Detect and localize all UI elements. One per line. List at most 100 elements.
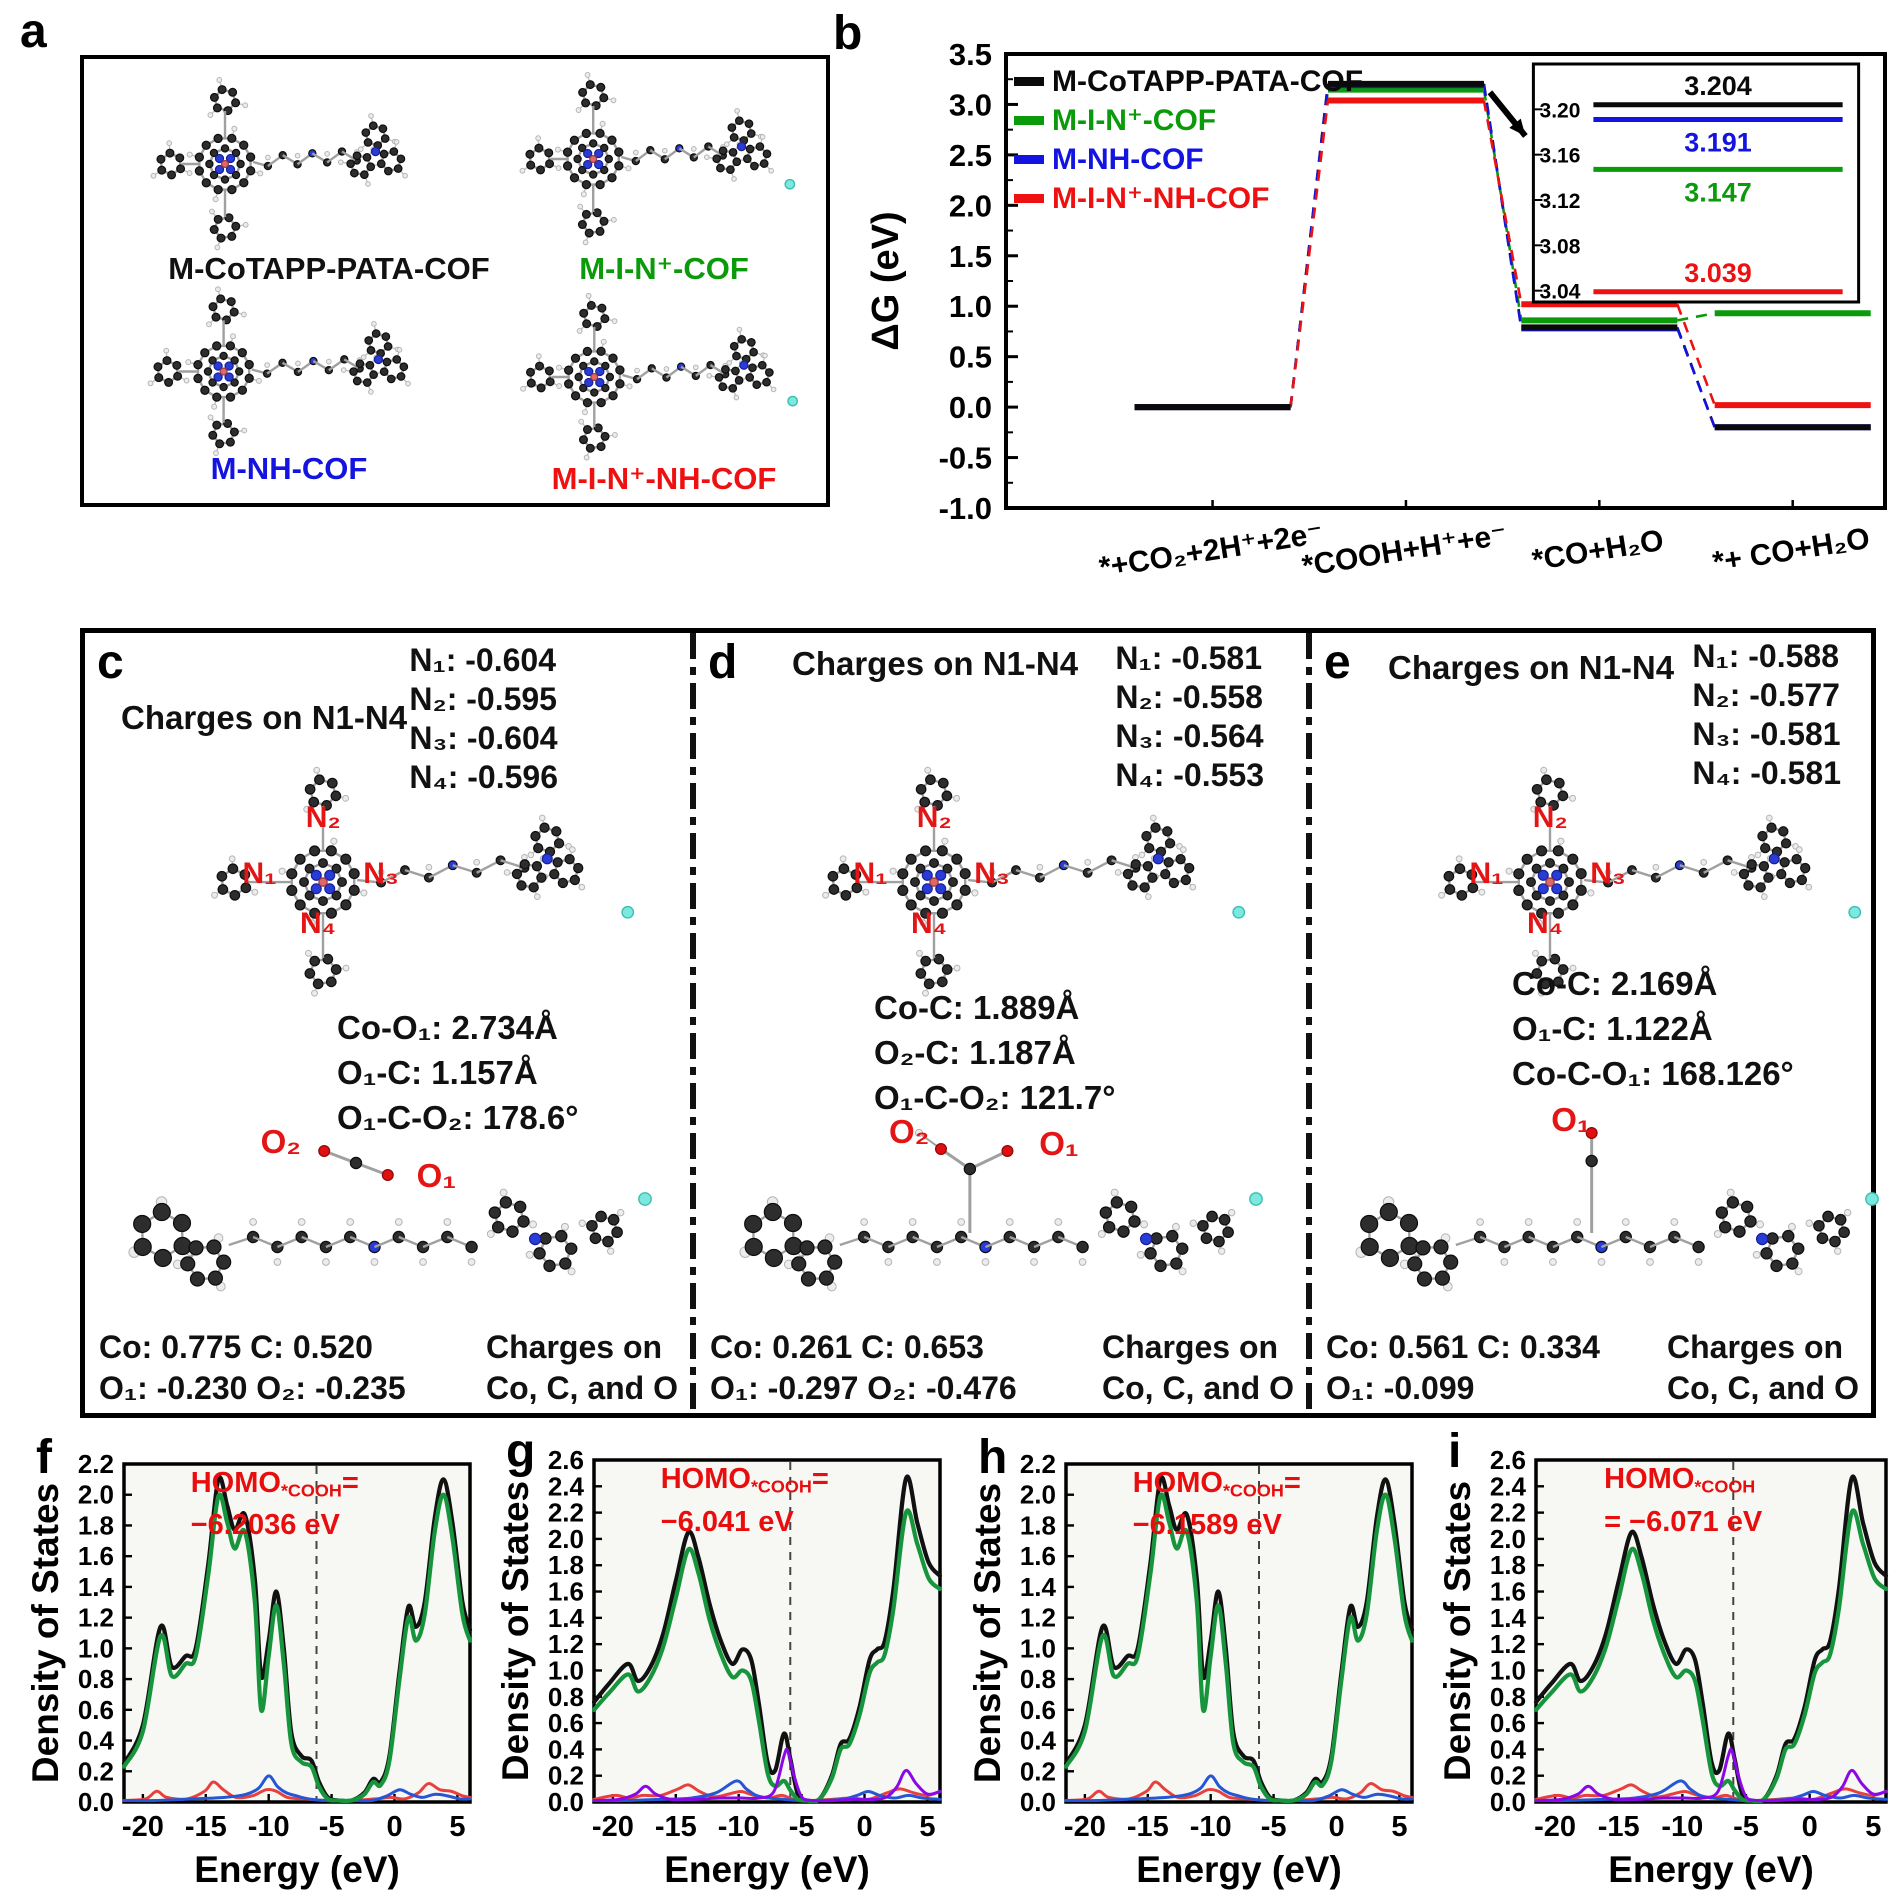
svg-text:1.6: 1.6 [78,1541,114,1571]
svg-text:-10: -10 [1661,1811,1703,1843]
bond-value: Co-C-O₁: 168.126° [1512,1055,1794,1092]
energy-legend: M-CoTAPP-PATA-COF M-I-N⁺-COF M-NH-COF M-I-N… [1014,62,1363,218]
svg-text:Density of States: Density of States [970,1483,1008,1783]
molecule-label: M-NH-COF [210,451,368,486]
svg-text:Density of States: Density of States [498,1481,536,1781]
svg-text:2.2: 2.2 [1490,1498,1526,1528]
co-c-o-charges: Co: 0.561 C: 0.334 O₁: -0.099 [1326,1329,1600,1406]
svg-text:0.0: 0.0 [1490,1787,1526,1817]
svg-text:-5: -5 [789,1811,815,1843]
svg-text:3.20: 3.20 [1540,99,1581,122]
svg-text:1.4: 1.4 [1490,1603,1527,1633]
svg-text:-15: -15 [1127,1811,1169,1843]
molecule-side-view: O₁ [1320,1101,1898,1321]
panel-letter-b: b [833,7,863,60]
homo-annotation: HOMO*COOH = −6.071 eV [1604,1463,1763,1538]
svg-text:-20: -20 [592,1811,634,1843]
svg-text:0.0: 0.0 [548,1787,584,1817]
svg-text:-20: -20 [1064,1811,1106,1843]
svg-text:2.2: 2.2 [78,1449,114,1479]
molecule-m-i-n-nh-cof [469,291,817,463]
svg-text:-20: -20 [122,1811,164,1843]
legend-swatch [1014,194,1044,203]
svg-text:1.8: 1.8 [1020,1510,1056,1540]
bond-value: O₁-C-O₂: 121.7° [874,1079,1116,1116]
panel-letter-a: a [20,5,47,58]
svg-text:3.08: 3.08 [1540,235,1581,258]
svg-text:1.6: 1.6 [548,1577,584,1607]
svg-text:3.12: 3.12 [1540,190,1581,213]
svg-text:1.0: 1.0 [1490,1655,1526,1685]
free-energy-diagram: 3.5 3.0 2.5 2.0 1.5 1.0 0.5 0.0 -0.5 -1.0 ΔG (eV) *… [856,22,1901,624]
n2-charge: N₂: -0.558 [1115,679,1263,715]
homo-annotation: HOMO*COOH= −6.2036 eV [190,1466,359,1542]
svg-text:0.8: 0.8 [1020,1664,1056,1694]
n2-charge: N₂: -0.577 [1692,677,1840,713]
svg-text:0: 0 [856,1811,872,1843]
co-c-o-charges: Co: 0.775 C: 0.520 O₁: -0.230 O₂: -0.235 [99,1329,406,1406]
charges-n-heading: Charges on N1-N4 [1388,649,1675,686]
molecule-m-cotapp-pata-cof [99,74,449,254]
panel-letter-h: h [978,1431,1008,1484]
svg-text:0.6: 0.6 [1490,1708,1526,1738]
svg-text:3.0: 3.0 [949,87,992,122]
svg-text:5: 5 [1391,1811,1407,1843]
homo-annotation: HOMO*COOH= −6.1589 eV [1132,1466,1301,1542]
svg-text:1.2: 1.2 [548,1629,584,1659]
bond-measurements: Co-O₁: 2.734Å O₁-C: 1.157Å O₁-C-O₂: 178.… [337,1005,578,1140]
molecule-side-view: O₂ O₁ [93,1121,671,1321]
svg-text:2.0: 2.0 [78,1480,114,1510]
svg-text:-10: -10 [248,1811,290,1843]
charges-caption: Charges on Co, C, and O [486,1329,678,1406]
panel-divider [1306,633,1312,1413]
panel-a-structures-box: M-CoTAPP-PATA-COF M-I-N⁺-COF M-NH-COF M-… [80,55,830,507]
panel-letter-i: i [1448,1425,1462,1478]
bond-value: O₁-C: 1.157Å [337,1054,538,1091]
n4-site-label: N₄ [911,907,947,941]
molecule-label: M-I-N⁺-NH-COF [551,461,777,496]
charges-n-heading: Charges on N1-N4 [792,645,1079,682]
dos-chart-i: HOMO*COOH = −6.071 eV 0.0 0.2 0.4 0.6 0.8 1.0… [1440,1444,1896,1896]
svg-text:0.6: 0.6 [548,1708,584,1738]
n4-site-label: N₄ [300,907,336,941]
svg-text:-5: -5 [1261,1811,1287,1843]
homo-annotation: HOMO*COOH= −6.041 eV [660,1463,829,1538]
n3-charge: N₃: -0.581 [1692,716,1841,752]
co-c-o-charges: Co: 0.261 C: 0.653 O₁: -0.297 O₂: -0.476 [710,1329,1017,1406]
svg-text:-15: -15 [185,1811,227,1843]
legend-swatch [1014,77,1044,86]
bond-measurements: Co-C: 1.889Å O₂-C: 1.187Å O₁-C-O₂: 121.7… [874,985,1115,1120]
legend-swatch [1014,155,1044,164]
panel-e: e Charges on N1-N4 N₁: -0.588 N₂: -0.577… [1312,633,1879,1413]
molecule-label: M-I-N⁺-COF [579,251,749,286]
n4-charge: N₄: -0.596 [409,759,558,795]
svg-text:0.5: 0.5 [949,340,992,375]
svg-text:-5: -5 [319,1811,345,1843]
svg-text:0.2: 0.2 [548,1761,584,1791]
svg-text:2.5: 2.5 [949,138,992,173]
legend-item: M-CoTAPP-PATA-COF [1014,62,1363,101]
svg-text:0.8: 0.8 [548,1682,584,1712]
n-charges-list: N₁: -0.581 N₂: -0.558 N₃: -0.564 N₄: -0.… [1115,639,1264,795]
svg-text:0.4: 0.4 [1490,1734,1527,1764]
legend-label: M-I-N⁺-NH-COF [1052,182,1270,215]
adsorption-panels-box: c Charges on N1-N4 N₁: -0.604 N₂: -0.595… [80,628,1879,1418]
svg-text:0.0: 0.0 [78,1787,114,1817]
n3-charge: N₃: -0.604 [409,720,558,756]
n1-site-label: N₁ [853,856,888,890]
svg-text:-10: -10 [1190,1811,1232,1843]
molecule-label: M-CoTAPP-PATA-COF [168,251,490,286]
svg-text:0.0: 0.0 [1020,1787,1056,1817]
svg-text:1.4: 1.4 [1020,1572,1057,1602]
charges-row: Co: 0.561 C: 0.334 O₁: -0.099 Charges on… [1326,1327,1859,1409]
n2-charge: N₂: -0.595 [409,681,557,717]
svg-text:*COOH+H⁺+e⁻: *COOH+H⁺+e⁻ [1300,518,1509,583]
svg-text:2.0: 2.0 [1490,1524,1526,1554]
bond-value: Co-C: 2.169Å [1512,965,1718,1002]
svg-text:3.04: 3.04 [1540,281,1581,304]
svg-text:1.6: 1.6 [1490,1577,1526,1607]
svg-text:2.0: 2.0 [949,188,992,223]
svg-text:-5: -5 [1733,1811,1759,1843]
svg-text:1.0: 1.0 [548,1655,584,1685]
svg-text:Energy (eV): Energy (eV) [194,1849,400,1890]
